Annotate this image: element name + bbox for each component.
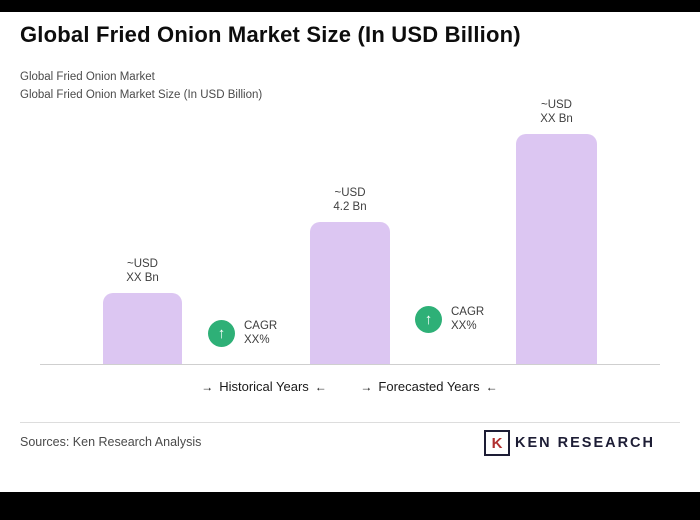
growth-up-arrow-icon: ↑ [415,305,442,333]
cagr-label: CAGR [451,306,485,318]
logo-k-glyph: K [491,434,503,452]
ken-research-logo: K KEN RESEARCH [483,430,655,456]
bar-label-line2: 4.2 Bn [333,201,367,213]
top-black-bar [0,0,700,12]
bar-historical [103,293,182,364]
bar-chart: ~USD XX Bn ~USD 4.2 Bn ~USD XX Bn ↑ [0,95,700,365]
sources-text: Sources: Ken Research Analysis [20,435,202,449]
axis-label-text: Forecasted Years [378,379,480,394]
bar-label-line2: XX Bn [540,113,573,125]
axis-label-forecasted-years: → Forecasted Years ← [354,379,503,394]
cagr-text: CAGR XX% [451,305,484,333]
arrow-left-icon: ← [485,380,498,394]
up-arrow-glyph: ↑ [424,310,433,328]
logo-wordmark: KEN RESEARCH [514,435,655,451]
cagr-text: CAGR XX% [244,319,277,347]
bar-value-label: ~USD XX Bn [540,98,573,126]
bar-forecast [516,134,597,364]
bar-value-label: ~USD 4.2 Bn [333,186,366,214]
axis-label-text: Historical Years [219,379,309,394]
bar-label-line1: ~USD [540,99,572,111]
cagr-badge-historical: ↑ CAGR XX% [208,319,277,347]
subtitle-market: Global Fried Onion Market [20,71,155,83]
bar-group-historical: ~USD XX Bn [103,94,182,364]
bar-group-forecast: ~USD XX Bn [516,94,597,364]
bar-label-line2: XX Bn [126,272,159,284]
logo-k-box-icon: K [483,430,510,456]
growth-up-arrow-icon: ↑ [208,319,235,347]
arrow-right-icon: → [360,380,373,394]
cagr-label: CAGR [244,320,278,332]
subtitle-market-size: Global Fried Onion Market Size (In USD B… [20,89,263,101]
cagr-badge-forecast: ↑ CAGR XX% [415,305,484,333]
bar-label-line1: ~USD [126,258,158,270]
cagr-value: XX% [244,334,270,346]
bar-value-label: ~USD XX Bn [126,257,159,285]
chart-subtitles: Global Fried Onion Market Global Fried O… [20,68,262,104]
bottom-black-bar [0,492,700,520]
bar-group-base-year: ~USD 4.2 Bn [310,94,390,364]
footer-divider [20,422,680,423]
bar-base-year [310,222,390,364]
axis-label-historical-years: → Historical Years ← [195,379,333,394]
x-axis-baseline [40,364,660,365]
cagr-value: XX% [451,320,477,332]
bar-label-line1: ~USD [334,187,366,199]
up-arrow-glyph: ↑ [217,324,226,342]
page-title: Global Fried Onion Market Size (In USD B… [20,22,521,47]
arrow-right-icon: → [201,380,214,394]
arrow-left-icon: ← [314,380,327,394]
